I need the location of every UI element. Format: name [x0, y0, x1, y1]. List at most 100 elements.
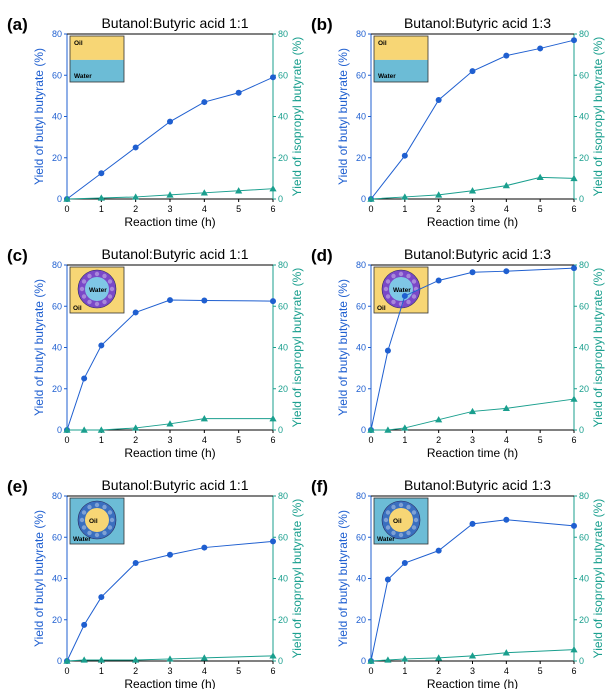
x-tick-label: 6	[270, 666, 275, 676]
x-tick-label: 2	[133, 204, 138, 214]
x-tick-label: 6	[571, 204, 576, 214]
y-tick-label-left: 20	[52, 153, 62, 163]
x-tick-label: 5	[236, 435, 241, 445]
chart-title: Butanol:Butyric acid 1:1	[101, 477, 248, 493]
x-tick-label: 5	[538, 204, 543, 214]
data-point-butyl-butyrate	[167, 118, 173, 125]
data-point-isopropyl-butyrate	[367, 426, 375, 433]
y-tick-label-right: 80	[278, 491, 288, 501]
data-point-isopropyl-butyrate	[468, 187, 477, 194]
particle-dot	[81, 294, 87, 299]
series-line-isopropyl-butyrate	[371, 398, 575, 431]
x-tick-label: 1	[99, 204, 104, 214]
data-point-isopropyl-butyrate	[536, 173, 544, 181]
data-point-isopropyl-butyrate	[235, 187, 243, 194]
particle-dot	[94, 502, 100, 508]
x-tick-label: 6	[270, 435, 275, 445]
x-tick-label: 4	[504, 204, 509, 214]
x-tick-label: 2	[436, 666, 441, 676]
y-tick-label-right: 20	[278, 153, 288, 163]
y-tick-label-right: 0	[579, 656, 584, 666]
x-tick-label: 2	[436, 435, 441, 445]
x-tick-label: 0	[64, 435, 69, 445]
data-point-isopropyl-butyrate	[384, 656, 392, 663]
inset-illustration: Oil Water	[373, 35, 429, 83]
y-tick-label-left: 40	[356, 343, 366, 353]
particle-dot	[385, 510, 391, 515]
y-tick-label-right: 60	[278, 301, 288, 311]
y-tick-label-right: 20	[278, 384, 288, 394]
y-axis-label-left: Yield of butyl butyrate (%)	[336, 279, 350, 416]
data-point-butyl-butyrate	[201, 297, 208, 304]
x-tick-label: 3	[167, 204, 172, 214]
inset-label-outer: Oil	[73, 305, 82, 312]
inset-label-core: Oil	[393, 518, 402, 525]
data-point-isopropyl-butyrate	[435, 416, 443, 423]
inset-label-water: Water	[378, 73, 396, 80]
inset-illustration: Oil Water	[373, 497, 429, 545]
data-point-butyl-butyrate	[167, 297, 173, 304]
y-tick-label-right: 0	[278, 656, 283, 666]
particle-dot	[81, 525, 87, 530]
inset-label-outer: Water	[73, 536, 91, 543]
particle-dot	[87, 273, 92, 279]
particle-dot	[81, 510, 87, 515]
panel-label: (b)	[311, 15, 333, 34]
x-tick-label: 0	[368, 435, 373, 445]
data-point-butyl-butyrate	[98, 342, 105, 349]
y-axis-label-right: Yield of isopropyl butyrate (%)	[290, 268, 304, 428]
data-point-isopropyl-butyrate	[435, 191, 443, 198]
x-tick-label: 3	[470, 204, 475, 214]
chart-title: Butanol:Butyric acid 1:3	[404, 477, 551, 493]
y-tick-label-right: 60	[579, 301, 589, 311]
y-tick-label-right: 20	[579, 615, 589, 625]
y-tick-label-left: 20	[356, 153, 366, 163]
data-point-isopropyl-butyrate	[97, 194, 105, 201]
y-tick-label-left: 80	[356, 260, 366, 270]
data-point-isopropyl-butyrate	[468, 407, 477, 415]
y-tick-label-right: 0	[278, 425, 283, 435]
y-tick-label-right: 0	[579, 194, 584, 204]
inset-illustration: Water Oil	[69, 266, 125, 314]
x-tick-label: 4	[202, 204, 207, 214]
x-tick-label: 1	[402, 204, 407, 214]
data-point-isopropyl-butyrate	[132, 193, 140, 200]
y-tick-label-right: 40	[278, 343, 288, 353]
y-tick-label-left: 60	[356, 70, 366, 80]
data-point-isopropyl-butyrate	[200, 415, 208, 422]
data-point-butyl-butyrate	[235, 89, 242, 96]
series-line-butyl-butyrate	[66, 76, 274, 200]
particle-dot	[87, 299, 92, 305]
particle-dot	[406, 273, 411, 279]
x-tick-label: 2	[133, 666, 138, 676]
y-tick-label-right: 80	[278, 29, 288, 39]
panel-label: (e)	[7, 477, 28, 496]
y-axis-label-right: Yield of isopropyl butyrate (%)	[290, 37, 304, 197]
data-point-butyl-butyrate	[503, 52, 510, 59]
x-tick-label: 0	[64, 666, 69, 676]
data-point-isopropyl-butyrate	[367, 195, 375, 202]
data-point-butyl-butyrate	[132, 144, 139, 151]
data-point-isopropyl-butyrate	[63, 195, 71, 202]
x-tick-label: 2	[133, 435, 138, 445]
y-tick-label-right: 0	[579, 425, 584, 435]
droplet-core	[85, 508, 109, 532]
data-point-butyl-butyrate	[167, 551, 173, 558]
x-tick-label: 5	[236, 204, 241, 214]
data-point-isopropyl-butyrate	[384, 426, 392, 433]
particle-dot	[109, 517, 115, 523]
data-point-isopropyl-butyrate	[269, 415, 277, 422]
x-tick-label: 4	[504, 666, 509, 676]
inset-frame	[373, 35, 429, 83]
data-point-isopropyl-butyrate	[132, 656, 140, 663]
x-tick-label: 4	[202, 435, 207, 445]
data-point-isopropyl-butyrate	[570, 174, 578, 182]
data-point-butyl-butyrate	[384, 576, 391, 583]
data-point-butyl-butyrate	[469, 68, 476, 75]
data-point-isopropyl-butyrate	[166, 191, 174, 198]
oil-layer	[374, 36, 428, 60]
chart-title: Butanol:Butyric acid 1:3	[404, 15, 551, 31]
y-tick-label-right: 40	[579, 574, 589, 584]
particle-dot	[79, 517, 85, 523]
